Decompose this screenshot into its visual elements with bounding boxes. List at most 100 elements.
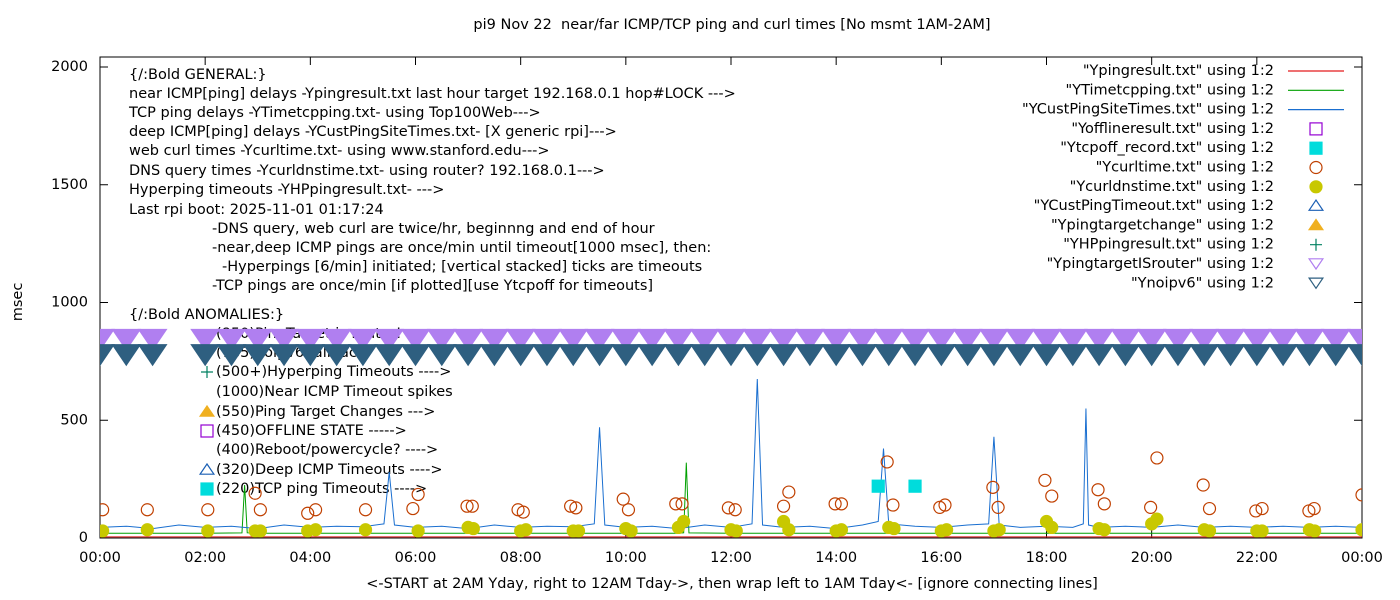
- data-point: [584, 344, 615, 367]
- data-point: [248, 486, 262, 500]
- data-point: [558, 328, 589, 351]
- annotation: {/:Bold ANOMALIES:}: [129, 307, 284, 323]
- data-point: [100, 344, 115, 367]
- data-point: [111, 328, 142, 351]
- data-point: [400, 344, 431, 367]
- data-point: [637, 328, 668, 351]
- legend-symbol: [1307, 277, 1325, 290]
- annotation: deep ICMP[ping] delays -YCustPingSiteTim…: [129, 124, 617, 140]
- data-point: [1136, 328, 1167, 351]
- y-tick-label: 2000: [51, 59, 88, 75]
- data-point: [532, 344, 562, 367]
- data-point: [569, 501, 583, 515]
- data-point: [776, 499, 791, 513]
- data-point: [216, 344, 247, 367]
- data-point: [400, 328, 431, 351]
- y-tick-label: 500: [60, 412, 88, 428]
- x-tick-label: 16:00: [920, 550, 962, 566]
- legend-label: "Ycurltime.txt" using 1:2: [1096, 160, 1274, 176]
- legend-symbol: [1309, 141, 1323, 155]
- y-tick-label: 0: [79, 530, 88, 546]
- data-point: [675, 497, 689, 511]
- legend-label: "YCustPingSiteTimes.txt" using 1:2: [1022, 102, 1274, 118]
- y-tick-label: 1000: [51, 295, 88, 311]
- legend-label: "YTimetcpping.txt" using 1:2: [1066, 82, 1274, 98]
- data-point: [663, 344, 694, 367]
- data-point: [269, 344, 299, 367]
- data-point: [1215, 328, 1246, 351]
- data-point: [1268, 328, 1299, 351]
- data-point: [637, 344, 668, 367]
- data-point: [253, 524, 267, 538]
- data-point: [871, 479, 885, 493]
- annotation: -TCP pings are once/min [if plotted][use…: [212, 278, 653, 294]
- legend-label: "Ynoipv6" using 1:2: [1131, 275, 1274, 291]
- annotation: {/:Bold GENERAL:}: [129, 67, 267, 83]
- data-point: [610, 328, 641, 351]
- data-point: [768, 328, 799, 351]
- x-axis-label: <-START at 2AM Yday, right to 12AM Tday-…: [366, 576, 1098, 592]
- data-point: [610, 344, 641, 367]
- data-point: [519, 523, 533, 537]
- x-tick-label: 20:00: [1131, 550, 1173, 566]
- legend-label: "Ytcpoff_record.txt" using 1:2: [1060, 140, 1274, 156]
- data-point: [716, 328, 746, 351]
- data-point: [1005, 328, 1036, 351]
- data-point: [1294, 344, 1325, 367]
- annotation-symbol: [198, 462, 216, 475]
- data-point: [721, 501, 735, 515]
- annotation: -DNS query, web curl are twice/hr, begin…: [212, 221, 655, 237]
- data-point: [1084, 328, 1115, 351]
- chart-title: pi9 Nov 22 near/far ICMP/TCP ping and cu…: [473, 17, 990, 33]
- data-point: [100, 503, 110, 517]
- data-point: [100, 524, 110, 538]
- annotation: Hyperping timeouts -YHPpingresult.txt- -…: [129, 182, 444, 198]
- data-point: [1057, 328, 1088, 351]
- data-point: [453, 344, 484, 367]
- data-point: [716, 344, 746, 367]
- data-point: [1057, 344, 1088, 367]
- data-point: [1150, 512, 1164, 526]
- annotation-symbol: [201, 366, 213, 378]
- annotation: (450)OFFLINE STATE ----->: [216, 423, 407, 439]
- data-point: [1202, 501, 1217, 516]
- data-point: [453, 328, 484, 351]
- x-tick-label: 22:00: [1236, 550, 1278, 566]
- data-point: [374, 328, 405, 351]
- data-point: [900, 344, 930, 367]
- data-point: [1308, 524, 1322, 538]
- data-point: [1196, 478, 1210, 492]
- data-point: [516, 505, 530, 519]
- data-point: [782, 485, 796, 499]
- data-point: [689, 344, 720, 367]
- data-point: [900, 328, 930, 351]
- legend-label: "Ypingtargetchange" using 1:2: [1051, 217, 1274, 233]
- data-point: [1031, 328, 1062, 351]
- data-point: [986, 480, 1000, 494]
- x-tick-label: 02:00: [184, 550, 226, 566]
- annotation: (500+)Hyperping Timeouts ---->: [216, 364, 451, 380]
- data-point: [926, 344, 957, 367]
- annotation: (1000)Near ICMP Timeout spikes: [216, 384, 453, 400]
- data-point: [406, 501, 420, 516]
- data-point: [1189, 344, 1220, 367]
- data-point: [873, 344, 904, 367]
- data-point: [1091, 483, 1105, 497]
- data-point: [1150, 451, 1164, 465]
- annotation: web curl times -Ycurltime.txt- using www…: [129, 143, 550, 159]
- legend-symbol: [1310, 238, 1322, 251]
- data-point: [571, 524, 586, 538]
- data-point: [321, 344, 352, 367]
- data-point: [358, 503, 373, 517]
- data-point: [1307, 501, 1321, 516]
- data-point: [794, 344, 825, 367]
- annotation-symbol: [200, 424, 214, 438]
- data-point: [479, 328, 510, 351]
- data-point: [689, 328, 720, 351]
- data-point: [1005, 344, 1036, 367]
- data-point: [111, 344, 142, 367]
- data-point: [411, 487, 425, 502]
- data-point: [926, 328, 957, 351]
- data-point: [794, 328, 825, 351]
